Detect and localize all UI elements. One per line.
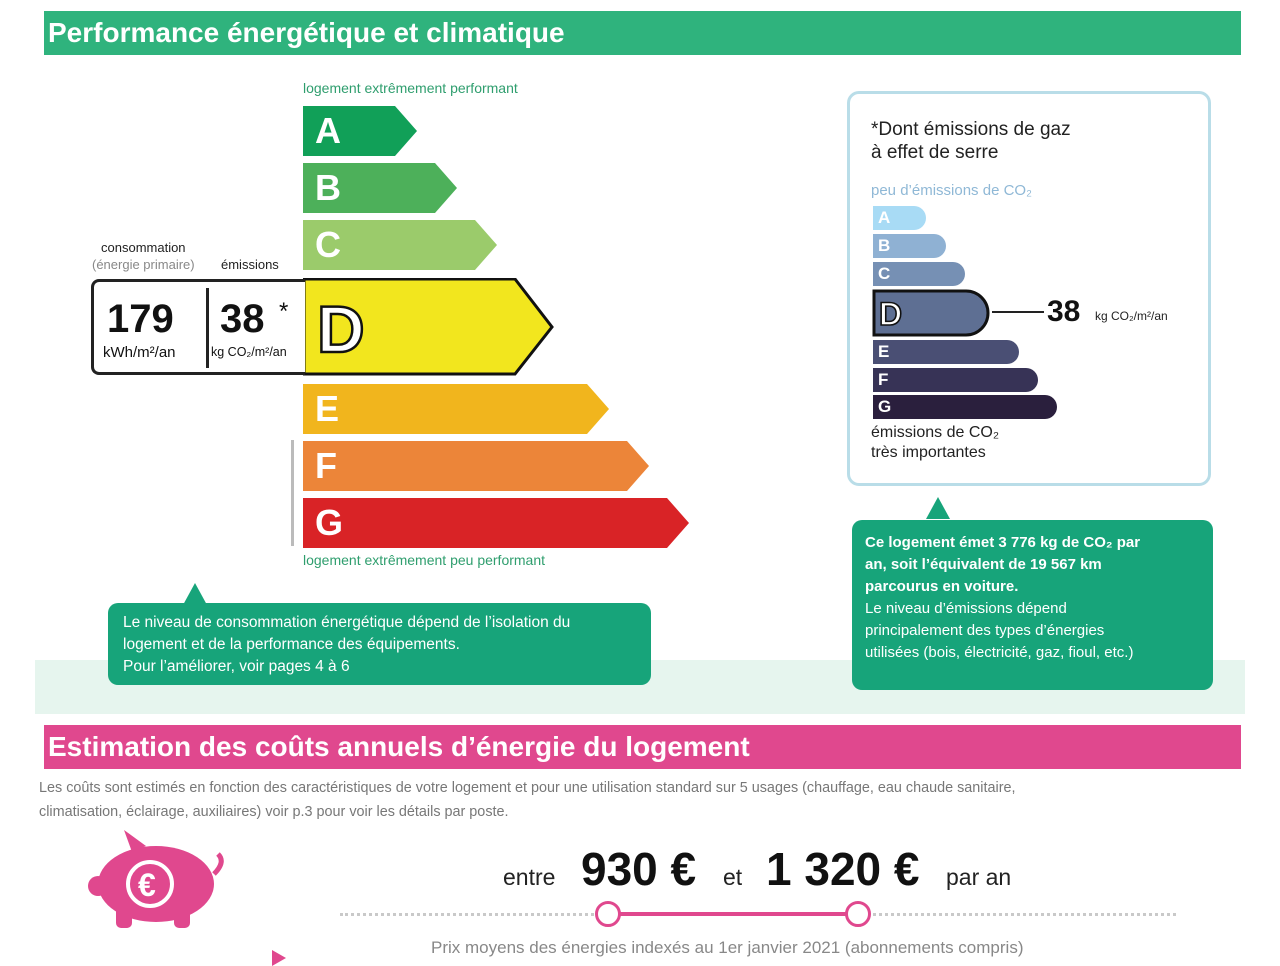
costs-range-dotted-left (340, 913, 606, 916)
piggy-bank-icon: € (80, 828, 225, 938)
emissions-info-line: principalement des types d’énergies (865, 622, 1105, 639)
section-title-performance: Performance énergétique et climatique (44, 11, 1241, 55)
ghg-unit: kg CO₂/m²/an (1095, 309, 1168, 323)
ghg-class-e-bar: E (873, 340, 1019, 364)
costs-par-an: par an (946, 864, 1012, 890)
ghg-class-letter: C (878, 264, 891, 283)
energy-class-b-bar: B (303, 163, 459, 213)
emissions-unit: kg CO₂/m²/an (211, 345, 287, 359)
costs-range-dotted-right (866, 913, 1176, 916)
emissions-info-bold-line: parcourus en voiture. (865, 578, 1019, 595)
ghg-scale-top-label: peu d’émissions de CO₂ (871, 182, 1032, 199)
costs-max-value: 1 320 € (766, 843, 920, 895)
svg-text:D: D (879, 296, 902, 332)
energy-class-a-bar: A (303, 106, 419, 156)
ghg-title-line1: *Dont émissions de gaz (871, 119, 1071, 140)
emissions-info-bold-line: an, soit l’équivalent de 19 567 km (865, 556, 1102, 573)
ghg-class-f-bar: F (873, 368, 1038, 392)
consumption-value: 179 (107, 297, 174, 341)
costs-min-marker (595, 901, 621, 927)
piggy-euro-symbol: € (138, 867, 156, 903)
ghg-panel-title: *Dont émissions de gaz à effet de serre (871, 118, 1071, 164)
energy-info-line: Pour l’améliorer, voir pages 4 à 6 (123, 658, 350, 675)
emissions-star: * (279, 298, 289, 325)
energy-class-letter: F (315, 445, 337, 486)
scale-side-rule (291, 440, 294, 546)
right-callout-pointer (926, 497, 950, 519)
energy-class-letter: E (315, 388, 340, 429)
energy-class-letter: A (315, 110, 341, 151)
ghg-class-letter: F (878, 370, 889, 389)
ghg-title-line2: à effet de serre (871, 142, 999, 163)
ghg-value: 38 (1047, 295, 1081, 328)
energy-class-c-bar: C (303, 220, 499, 270)
costs-description: Les coûts sont estimés en fonction des c… (39, 776, 1244, 824)
costs-range-bar (608, 912, 860, 916)
ghg-class-letter: G (878, 397, 892, 416)
consumption-unit: kWh/m²/an (103, 344, 176, 361)
consumption-sublabel: (énergie primaire) (92, 257, 195, 272)
energy-info-callout: Le niveau de consommation énergétique dé… (108, 603, 651, 685)
pink-arrow-icon (272, 950, 286, 966)
emissions-info-line: utilisées (bois, électricité, gaz, fioul… (865, 644, 1134, 661)
costs-desc-line2: climatisation, éclairage, auxiliaires) v… (39, 804, 509, 820)
costs-max-marker (845, 901, 871, 927)
ghg-bottom-line1: émissions de CO₂ (871, 424, 1000, 441)
emissions-info-bold-line: Ce logement émet 3 776 kg de CO₂ par (865, 534, 1141, 551)
ghg-scale-bottom-label: émissions de CO₂ très importantes (871, 423, 999, 463)
emissions-value: 38 (220, 297, 265, 341)
costs-et: et (723, 864, 743, 890)
ghg-class-letter: B (878, 236, 891, 255)
left-callout-pointer (183, 583, 207, 605)
emissions-info-line: Le niveau d’émissions dépend (865, 600, 1067, 617)
svg-text:D: D (317, 292, 365, 366)
ghg-class-a-bar: A (873, 206, 926, 230)
energy-info-line: logement et de la performance des équipe… (123, 636, 460, 653)
ghg-value-leader-line (992, 311, 1044, 313)
emissions-label: émissions (221, 257, 279, 272)
energy-info-line: Le niveau de consommation énergétique dé… (123, 614, 571, 631)
energy-class-letter: C (315, 224, 341, 265)
ghg-class-letter: A (878, 208, 891, 227)
energy-class-f-bar: F (303, 441, 651, 491)
emissions-info-callout: Ce logement émet 3 776 kg de CO₂ par an,… (852, 520, 1213, 690)
ghg-class-b-bar: B (873, 234, 946, 258)
costs-desc-line1: Les coûts sont estimés en fonction des c… (39, 780, 1016, 796)
energy-class-g-bar: G (303, 498, 691, 548)
energy-class-letter: G (315, 502, 344, 543)
ghg-class-d-bar-current: D (872, 289, 992, 342)
energy-scale-top-label: logement extrêmement performant (303, 80, 518, 96)
energy-class-e-bar: E (303, 384, 611, 434)
section-title-costs: Estimation des coûts annuels d’énergie d… (44, 725, 1241, 769)
stats-divider (206, 288, 209, 368)
energy-class-letter: B (315, 167, 341, 208)
ghg-bottom-line2: très importantes (871, 444, 986, 461)
costs-footnote: Prix moyens des énergies indexés au 1er … (431, 938, 1024, 957)
ghg-emissions-panel (847, 91, 1211, 486)
energy-stats-box (91, 279, 305, 375)
costs-entre: entre (503, 864, 556, 890)
consumption-label: consommation (101, 240, 186, 255)
costs-min-value: 930 € (581, 843, 697, 895)
energy-scale-bottom-label: logement extrêmement peu performant (303, 552, 546, 568)
ghg-class-c-bar: C (873, 262, 965, 286)
ghg-class-g-bar: G (873, 395, 1057, 419)
ghg-class-letter: E (878, 342, 890, 361)
energy-class-d-bar-current: D (302, 277, 555, 381)
